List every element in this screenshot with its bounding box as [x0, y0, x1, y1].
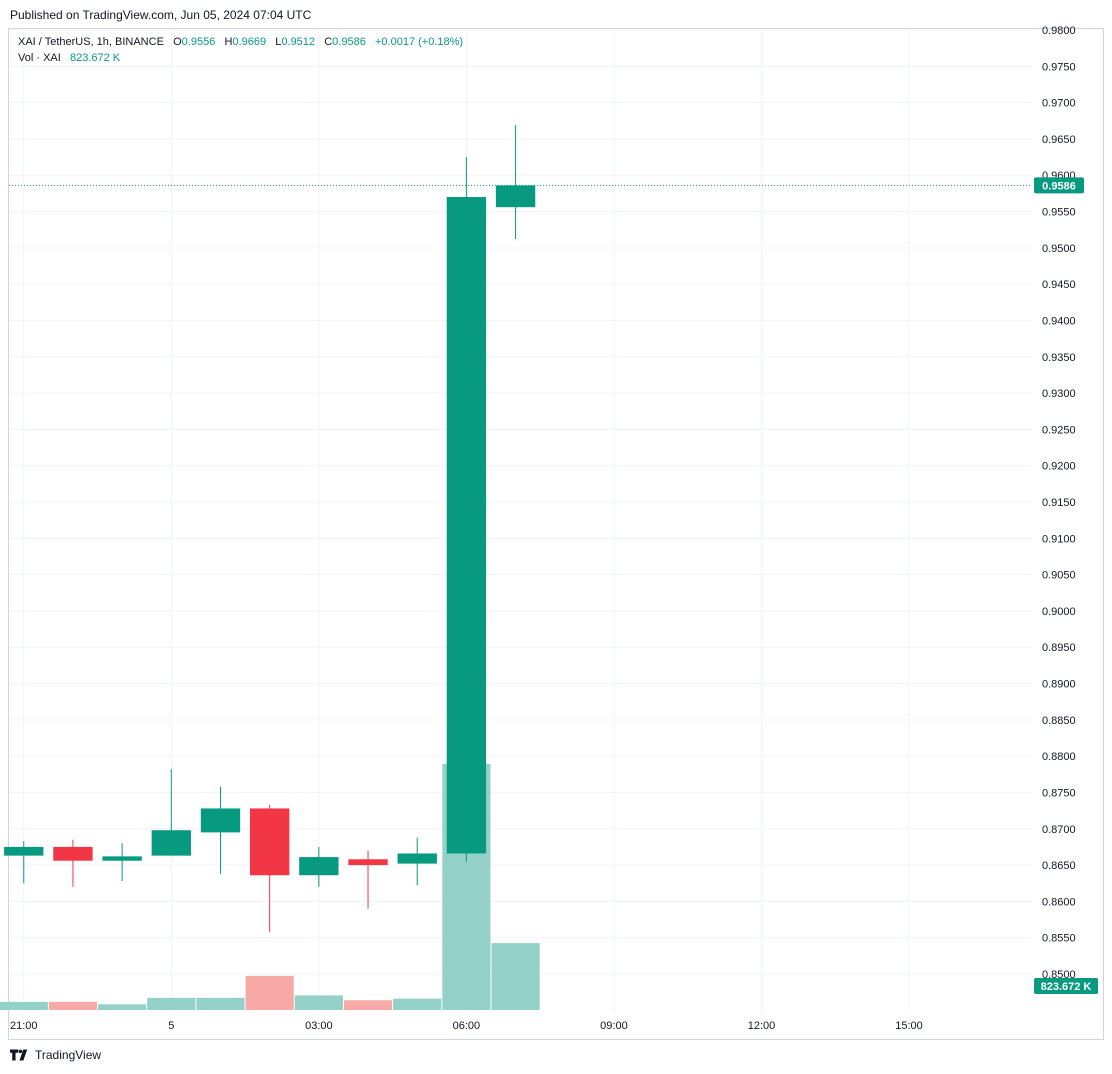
candle-body: [397, 853, 437, 864]
volume-bar: [0, 1001, 48, 1010]
volume-bar: [98, 1004, 147, 1010]
y-tick-label: 0.9450: [1042, 279, 1076, 291]
y-tick-label: 0.8750: [1042, 787, 1076, 799]
volume-bar: [294, 995, 343, 1010]
y-tick-label: 0.9550: [1042, 207, 1076, 219]
x-tick-label: 03:00: [305, 1020, 333, 1032]
candle-body: [4, 846, 44, 856]
open-label: O: [173, 36, 182, 48]
x-tick-label: 06:00: [453, 1020, 481, 1032]
candle-body: [495, 185, 536, 208]
current-volume-label: 823.672 K: [1041, 981, 1092, 993]
volume-legend: Vol · XAI 823.672 K: [18, 52, 120, 64]
open-value: 0.9556: [181, 36, 216, 48]
y-tick-label: 0.9750: [1042, 61, 1076, 73]
published-caption: Published on TradingView.com, Jun 05, 20…: [10, 8, 312, 22]
low-label: L: [275, 36, 282, 48]
footer: TradingView: [10, 1048, 101, 1062]
y-tick-label: 0.9700: [1042, 98, 1076, 110]
candle-body: [299, 857, 339, 876]
low-value: 0.9512: [281, 36, 316, 48]
y-tick-label: 0.8850: [1042, 715, 1076, 727]
volume-bar: [48, 1001, 98, 1010]
symbol-legend: XAI / TetherUS, 1h, BINANCE O0.9556 H0.9…: [18, 36, 463, 48]
price-axis: 0.98000.97500.97000.96500.96000.95500.95…: [1034, 25, 1098, 994]
x-tick-label: 21:00: [10, 1020, 38, 1032]
y-tick-label: 0.8700: [1042, 824, 1076, 836]
y-tick-label: 0.9150: [1042, 497, 1076, 509]
y-tick-label: 0.8950: [1042, 642, 1076, 654]
y-tick-label: 0.8550: [1042, 933, 1076, 945]
y-tick-label: 0.9250: [1042, 424, 1076, 436]
current-price-label: 0.9586: [1042, 180, 1076, 192]
volume-bar: [196, 997, 245, 1010]
candle-body: [200, 808, 241, 833]
y-tick-label: 0.9100: [1042, 533, 1076, 545]
volume-bar: [491, 943, 540, 1010]
y-tick-label: 0.9400: [1042, 315, 1076, 327]
close-label: C: [324, 36, 333, 48]
candle-body: [102, 856, 142, 861]
high-value: 0.9669: [232, 36, 267, 48]
tradingview-logo-icon: [10, 1049, 28, 1061]
volume-label: Vol · XAI: [18, 52, 61, 64]
y-tick-label: 0.9200: [1042, 461, 1076, 473]
y-tick-label: 0.9350: [1042, 352, 1076, 364]
x-tick-label: 09:00: [600, 1020, 628, 1032]
current-price-badge: [1034, 177, 1084, 194]
time-axis: 21:00 5 03:00 06:00 09:00 12:00 15:00: [10, 1020, 923, 1032]
x-tick-label: 15:00: [895, 1020, 923, 1032]
y-tick-label: 0.8650: [1042, 860, 1076, 872]
y-tick-label: 0.9050: [1042, 570, 1076, 582]
volume-bar: [393, 998, 442, 1010]
candle-body: [249, 808, 290, 876]
volume-value: 823.672 K: [69, 52, 121, 64]
x-tick-label: 12:00: [748, 1020, 776, 1032]
chart-frame: [8, 28, 1104, 1040]
volume-bar: [147, 997, 196, 1010]
candle-body: [53, 846, 93, 861]
grid-lines: [9, 29, 1032, 1012]
y-tick-label: 0.8900: [1042, 679, 1076, 691]
change-value: +0.0017 (+0.18%): [375, 36, 464, 48]
candle-body: [348, 859, 388, 866]
footer-brand: TradingView: [35, 1048, 102, 1062]
high-label: H: [224, 36, 233, 48]
volume-bar: [343, 1000, 393, 1010]
y-tick-label: 0.8800: [1042, 751, 1076, 763]
y-tick-label: 0.9000: [1042, 606, 1076, 618]
y-tick-label: 0.9650: [1042, 134, 1076, 146]
candles: [4, 125, 536, 932]
current-volume-badge: [1034, 978, 1098, 994]
y-tick-label: 0.9800: [1042, 25, 1076, 37]
close-value: 0.9586: [332, 36, 366, 48]
volume-bar: [245, 975, 294, 1010]
y-tick-label: 0.9500: [1042, 243, 1076, 255]
symbol-name: XAI / TetherUS, 1h, BINANCE: [18, 36, 164, 48]
y-tick-label: 0.9300: [1042, 388, 1076, 400]
x-tick-label: 5: [168, 1020, 174, 1032]
y-tick-label: 0.8600: [1042, 896, 1076, 908]
candle-body: [446, 197, 487, 854]
candle-body: [151, 830, 191, 856]
